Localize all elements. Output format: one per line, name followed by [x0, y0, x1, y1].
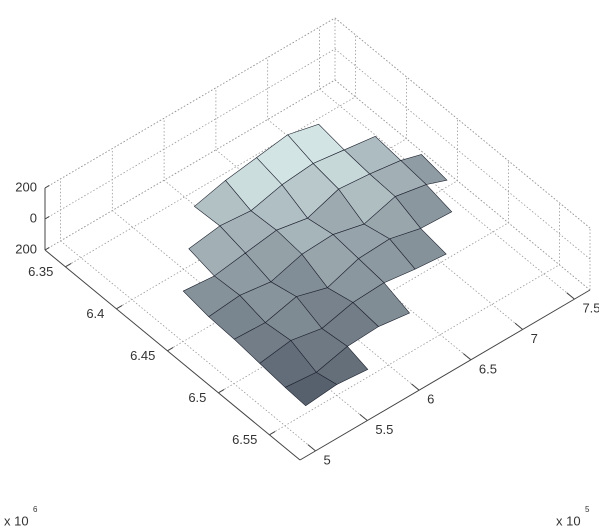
x-tick-label: 6 [427, 392, 434, 407]
tick-mark [514, 322, 523, 330]
x-tick-label: 7 [531, 331, 538, 346]
axis-line [44, 249, 301, 461]
tick-mark [44, 247, 50, 251]
grid-line [44, 79, 591, 291]
tick-mark [307, 444, 316, 452]
x-exponent: 5 [585, 505, 590, 514]
x-tick-label: 5.5 [375, 422, 393, 437]
tick-mark [167, 346, 174, 352]
y-tick-label: 6.35 [28, 264, 53, 279]
grid-line [44, 17, 591, 229]
tick-mark [411, 383, 420, 391]
tick-mark [218, 388, 225, 394]
x-tick-label: 5 [324, 452, 331, 467]
z-tick-label: 200 [15, 179, 37, 194]
grid-line [44, 48, 591, 260]
tick-mark [359, 413, 368, 421]
y-exponent: 6 [33, 505, 38, 514]
y-multiplier: x 10 [4, 513, 29, 528]
grid-line [319, 27, 575, 300]
tick-mark [65, 262, 72, 268]
x-multiplier: x 10 [556, 513, 581, 528]
y-tick-label: 6.55 [232, 432, 257, 447]
surface-patch [284, 371, 338, 407]
tick-mark [462, 353, 472, 361]
x-tick-label: 6.5 [479, 361, 497, 376]
y-tick-label: 6.4 [86, 306, 104, 321]
z-tick-label: 200 [15, 241, 37, 256]
tick-mark [116, 304, 123, 310]
tick-mark [44, 185, 50, 189]
grid-line [163, 118, 420, 391]
tick-mark [269, 430, 276, 436]
tick-mark [566, 292, 575, 300]
y-tick-label: 6.45 [130, 348, 155, 363]
grid-line [215, 87, 472, 361]
z-tick-label: 0 [30, 210, 37, 225]
grid-line [65, 34, 356, 268]
axis-line [299, 289, 591, 461]
grid-line [267, 57, 523, 330]
y-tick-label: 6.5 [188, 390, 206, 405]
tick-mark [44, 216, 50, 220]
x-tick-label: 7.5 [582, 301, 599, 316]
